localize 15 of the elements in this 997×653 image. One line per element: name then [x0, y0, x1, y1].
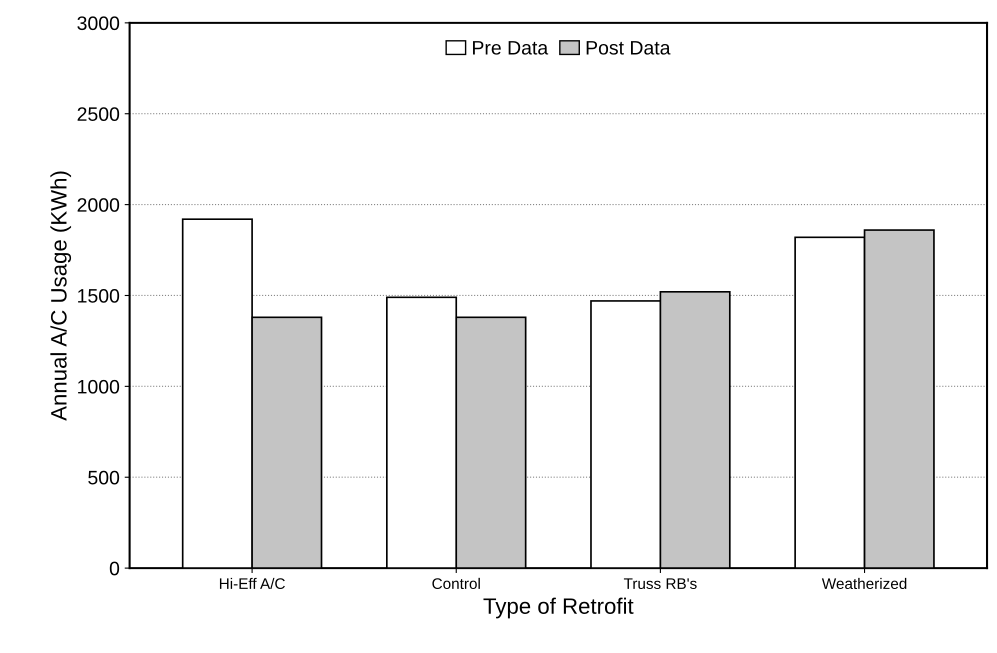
y-tick-label: 2000	[78, 198, 120, 212]
x-tick-label: Control	[432, 578, 480, 590]
y-tick-label: 1000	[78, 380, 120, 394]
y-tick-label: 1500	[78, 288, 120, 303]
legend-label: Pre Data	[473, 41, 548, 55]
x-tick-label: Weatherized	[822, 578, 906, 590]
y-tick-label: 3000	[77, 16, 120, 30]
y-tick-label: 2500	[78, 107, 120, 121]
x-axis-title: Type of Retrofit	[483, 598, 634, 618]
legend-label: Post Data	[586, 41, 670, 55]
y-tick-label: 500	[88, 470, 120, 484]
y-tick-label: 0	[110, 562, 120, 576]
y-axis-title: Annual A/C Usage (KWh)	[50, 171, 72, 421]
x-tick-label: Truss RB's	[624, 578, 697, 590]
x-tick-label: Hi-Eff A/C	[220, 578, 285, 590]
